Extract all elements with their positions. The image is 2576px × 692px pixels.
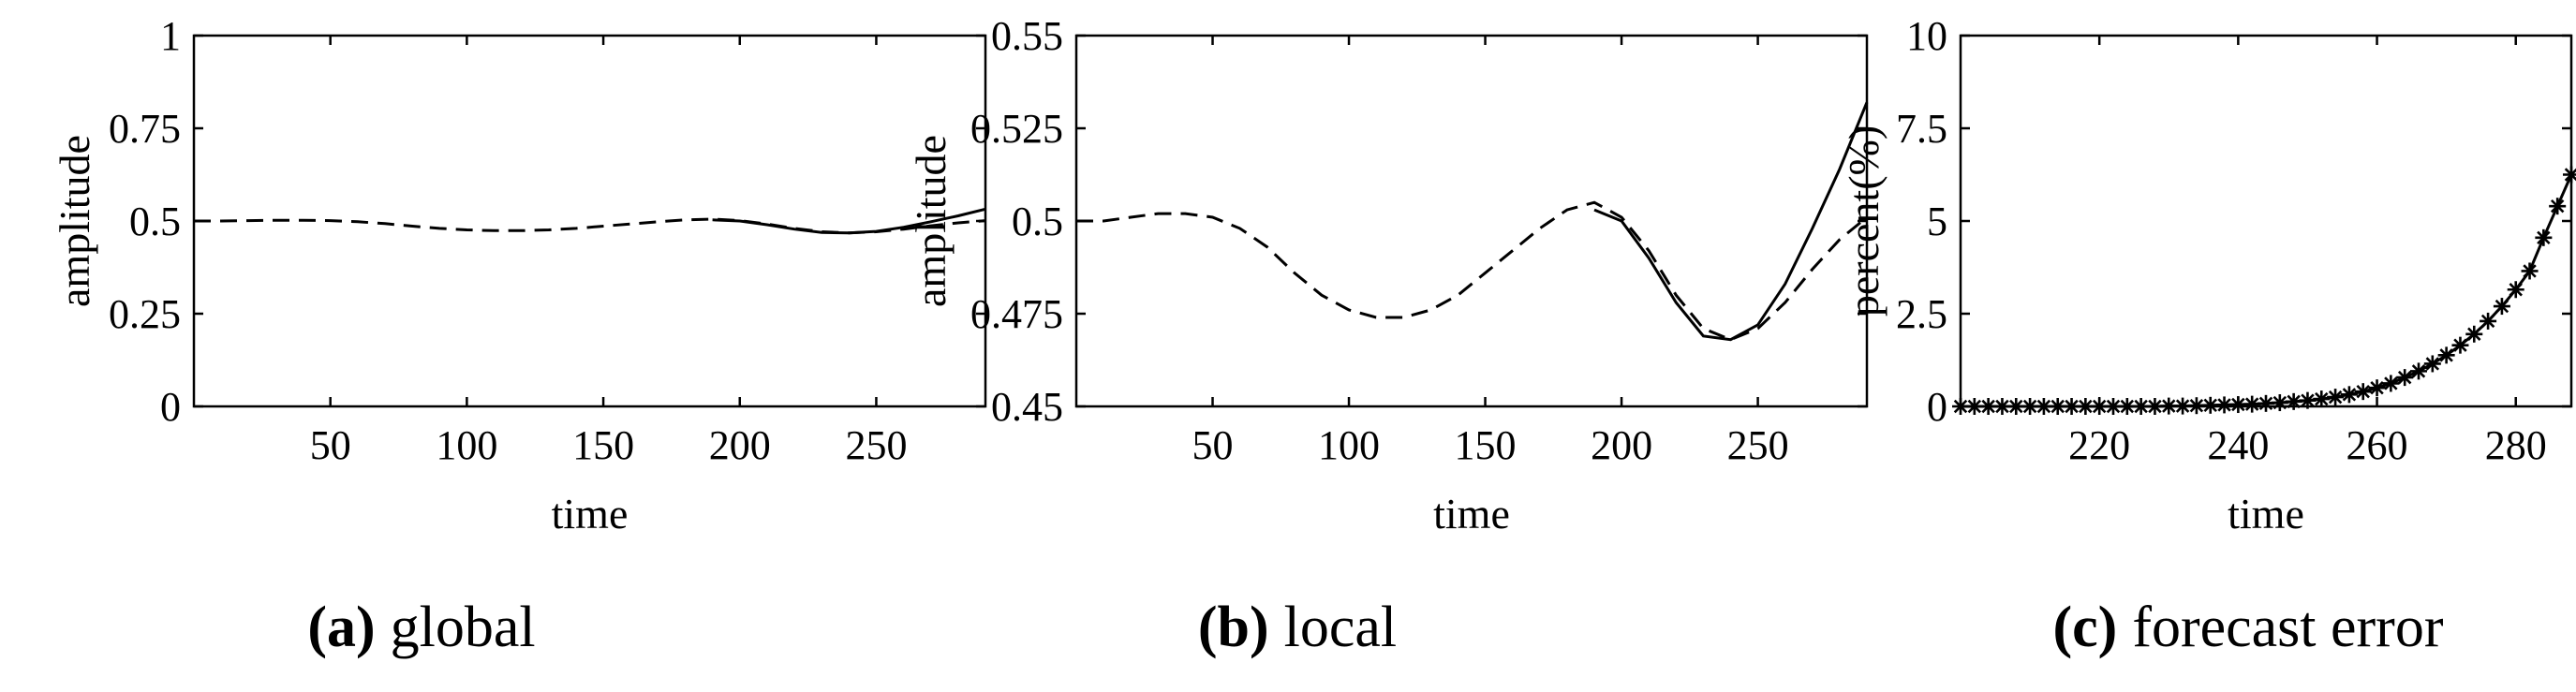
y-tick-label: 7.5 [1896,106,1947,152]
star-marker [1952,398,1969,415]
series-dashed-line [194,217,986,235]
caption-letter: (b) [1198,596,1269,659]
x-axis-label: time [552,490,629,537]
y-axis-label: amplitude [51,135,98,307]
caption-text: global [391,596,536,659]
subfigure-caption: (b) local [1198,596,1397,659]
star-marker [2187,397,2205,415]
star-marker [2549,198,2567,215]
x-tick-label: 220 [2068,422,2130,468]
panel-local: 0.45 0.475 0.5 0.525 0.55 50 100 150 200 250 time a… [907,13,1869,659]
star-marker [2465,325,2483,343]
star-marker [2132,398,2150,415]
star-marker [2437,346,2455,364]
star-marker [2299,391,2317,409]
star-marker [2354,383,2372,401]
subfigure-caption: (c) forecast error [2053,596,2444,659]
x-tick-label: 150 [572,422,634,468]
series-dashed-line [1076,200,1868,342]
star-marker [2535,228,2553,246]
y-tick-label: 0.525 [970,106,1063,152]
x-tick-label: 200 [1591,422,1652,468]
star-marker [2451,336,2469,354]
star-marker [2340,386,2358,404]
star-marker [2493,298,2510,316]
x-tick-label: 250 [1727,422,1789,468]
star-marker [2382,375,2400,392]
star-marker [2368,379,2386,397]
y-tick-label: 0 [160,384,181,430]
x-tick-label: 150 [1455,422,1517,468]
y-axis-label: amplitude [907,135,955,307]
star-marker [2160,397,2178,415]
x-tick-label: 240 [2207,422,2269,468]
star-marker [2563,166,2576,184]
caption-text: local [1284,596,1398,659]
series-solid-line [1593,101,1869,342]
y-tick-label: 1 [160,13,181,59]
x-tick-label: 100 [436,422,497,468]
y-tick-label: 0.5 [129,199,181,244]
star-marker [2521,262,2539,280]
star-marker [1993,398,2011,415]
x-axis-label: time [2228,490,2304,537]
star-marker [2215,396,2233,414]
caption-letter: (c) [2053,596,2118,659]
panel-forecast-error: 0 2.5 5 7.5 10 220 240 260 280 time percent(%) (c) f… [1840,13,2576,659]
star-marker [2258,394,2274,412]
y-tick-label: 0.25 [109,291,181,337]
y-tick-label: 10 [1906,13,1947,59]
y-tick-label: 2.5 [1896,291,1947,337]
caption-letter: (a) [307,596,375,659]
y-tick-label: 0.475 [970,291,1063,337]
y-tick-label: 0.55 [991,13,1063,59]
y-tick-label: 0 [1927,384,1947,430]
y-tick-label: 0.45 [991,384,1063,430]
x-tick-label: 250 [845,422,907,468]
y-tick-label: 0.5 [1012,199,1063,244]
star-marker [2396,369,2414,387]
star-marker [2410,362,2427,380]
x-tick-label: 260 [2347,422,2408,468]
star-marker [2480,312,2497,330]
y-tick-label: 5 [1927,199,1947,244]
subfigure-caption: (a) global [307,596,535,659]
star-marker [2174,397,2192,415]
axes-frame [1959,34,2573,408]
star-marker [2049,398,2066,415]
y-tick-label: 0.75 [109,106,181,152]
x-tick-label: 50 [1192,422,1234,468]
star-marker [2063,398,2080,415]
star-marker [2313,390,2331,408]
y-axis-label: percent(%) [1840,125,1888,317]
star-marker [2327,389,2345,406]
star-marker [2423,355,2441,373]
x-tick-label: 100 [1318,422,1380,468]
caption-text: forecast error [2132,596,2444,659]
series-solid-with-star-markers-line [1961,173,2573,408]
x-tick-label: 50 [310,422,351,468]
star-marker [2507,281,2524,299]
x-tick-label: 280 [2485,422,2547,468]
axes-frame [1074,34,1869,408]
x-axis-label: time [1433,490,1510,537]
x-tick-label: 200 [709,422,771,468]
